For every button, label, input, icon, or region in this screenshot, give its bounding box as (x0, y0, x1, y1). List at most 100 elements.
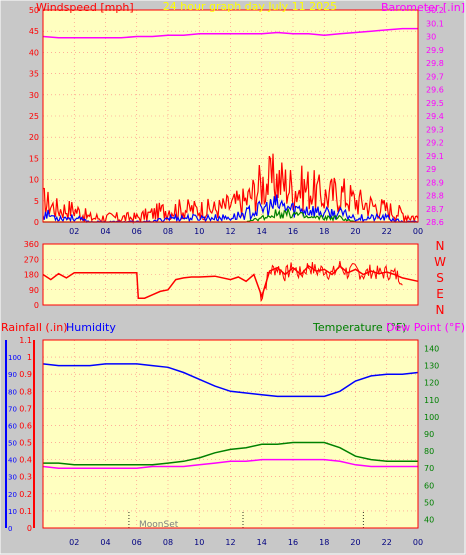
barometer-ytick-label: 29.9 (426, 46, 444, 55)
temperature-ytick-label: 50 (424, 498, 434, 507)
wind-ytick-label: 10 (29, 176, 39, 185)
barometer-ytick-label: 29.7 (426, 72, 444, 81)
wind-xtick-label: 16 (288, 227, 298, 236)
wind-xtick-label: 14 (257, 227, 267, 236)
temperature-panel-frame (42, 339, 419, 529)
barometer-ytick-label: 28.9 (426, 178, 444, 187)
barometer-ytick-label: 28.6 (426, 218, 444, 227)
wind-ytick-label: 30 (29, 91, 39, 100)
rainfall-ytick-label: 1 (27, 353, 32, 362)
wind-ytick-label: 35 (29, 70, 39, 79)
humidity-ytick-label: 80 (8, 388, 17, 396)
rainfall-ytick-label: 0.9 (19, 370, 32, 379)
dew-point-line (42, 458, 418, 469)
barometer-ytick-label: 29.1 (426, 152, 444, 161)
humidity-ytick-label: 60 (8, 422, 17, 430)
wind-direction-variability (258, 260, 403, 303)
temperature-line (43, 441, 418, 466)
compass-label-n-top: N (436, 239, 445, 253)
graph-tick-labels: 0510152025303540455028.628.728.828.92929… (8, 6, 444, 547)
wind-ytick-label: 0 (34, 218, 39, 227)
temperature-title: Temperature (°F) (312, 321, 407, 334)
temperature-xtick-label: 08 (163, 538, 173, 547)
humidity-ytick-label: 40 (8, 457, 17, 465)
humidity-ytick-label: 70 (8, 405, 17, 413)
temperature-xtick-label: 10 (194, 538, 204, 547)
humidity-ytick-label: 90 (8, 371, 17, 379)
wind-xtick-label: 18 (319, 227, 329, 236)
barometer-ytick-label: 29.6 (426, 86, 444, 95)
wind-direction-line (42, 264, 419, 299)
compass-label-e: E (436, 287, 444, 301)
wind-ytick-label: 40 (29, 48, 39, 57)
temperature-ytick-label: 80 (424, 447, 434, 456)
wind-ytick-label: 50 (29, 6, 39, 15)
temperature-xtick-label: 18 (319, 538, 329, 547)
temperature-xtick-label: 00 (413, 538, 423, 547)
rainfall-ytick-label: 0.5 (19, 439, 32, 448)
humidity-title: Humidity (66, 321, 116, 334)
temperature-xtick-label: 04 (100, 538, 110, 547)
direction-ytick-label: 360 (24, 240, 39, 249)
wind-ytick-label: 25 (29, 112, 39, 121)
moonset-label: MoonSet (139, 520, 179, 530)
compass-label-w: W (434, 255, 446, 269)
barometer-ytick-label: 29.4 (426, 112, 444, 121)
humidity-ytick-label: 10 (8, 508, 17, 516)
graph-axes (5, 9, 419, 529)
wind-xtick-label: 10 (194, 227, 204, 236)
temperature-xtick-label: 12 (225, 538, 235, 547)
barometer-line (42, 27, 418, 39)
humidity-ytick-label: 50 (8, 440, 17, 448)
rainfall-ytick-label: 1.1 (19, 336, 32, 345)
temperature-xtick-label: 22 (382, 538, 392, 547)
barometer-ytick-label: 29.2 (426, 139, 444, 148)
wind-xtick-label: 08 (163, 227, 173, 236)
temperature-xtick-label: 16 (288, 538, 298, 547)
wind-xtick-label: 02 (69, 227, 79, 236)
humidity-ytick-label: 30 (8, 474, 17, 482)
barometer-ytick-label: 29.8 (426, 59, 444, 68)
wind-ytick-label: 5 (34, 197, 39, 206)
wind-ytick-label: 20 (29, 133, 39, 142)
barometer-ytick-label: 30.1 (426, 19, 444, 28)
wind-panel-frame (42, 9, 419, 223)
rainfall-ytick-label: 0.2 (19, 490, 32, 499)
wind-title: Windspeed [mph] (36, 1, 134, 14)
rainfall-title: Rainfall (.in) (1, 321, 68, 334)
wind-xtick-label: 00 (413, 227, 423, 236)
temperature-ytick-label: 90 (424, 430, 434, 439)
rainfall-ytick-label: 0.6 (19, 421, 32, 430)
compass-label-n-bottom: N (436, 303, 445, 317)
barometer-ytick-label: 30.2 (426, 6, 444, 15)
direction-panel-frame (42, 243, 419, 306)
temperature-xtick-label: 02 (69, 538, 79, 547)
barometer-ytick-label: 29.3 (426, 125, 444, 134)
rainfall-ytick-label: 0.7 (19, 404, 32, 413)
temperature-ytick-label: 100 (424, 413, 439, 422)
rainfall-ytick-label: 0.8 (19, 387, 32, 396)
direction-ytick-label: 180 (24, 271, 39, 280)
rainfall-ytick-label: 0.4 (19, 456, 32, 465)
temperature-ytick-label: 60 (424, 481, 434, 490)
wind-ytick-label: 15 (29, 154, 39, 163)
dew-point-title: Dew Point (°F) (386, 321, 465, 334)
barometer-ytick-label: 28.8 (426, 192, 444, 201)
temperature-xtick-label: 06 (132, 538, 142, 547)
temperature-ytick-label: 140 (424, 345, 439, 354)
temperature-ytick-label: 70 (424, 464, 434, 473)
temperature-ytick-label: 40 (424, 515, 434, 524)
compass-label-s: S (436, 271, 444, 285)
direction-ytick-label: 270 (24, 255, 39, 264)
barometer-ytick-label: 28.7 (426, 205, 444, 214)
barometer-ytick-label: 30 (426, 33, 436, 42)
chart-center-title: 24 hour graph day July 11 2025 (163, 0, 337, 13)
temperature-ytick-label: 130 (424, 362, 439, 371)
humidity-ytick-label: 100 (8, 354, 21, 362)
direction-ytick-label: 90 (29, 286, 39, 295)
temperature-xtick-label: 14 (257, 538, 267, 547)
humidity-ytick-label: 20 (8, 491, 17, 499)
